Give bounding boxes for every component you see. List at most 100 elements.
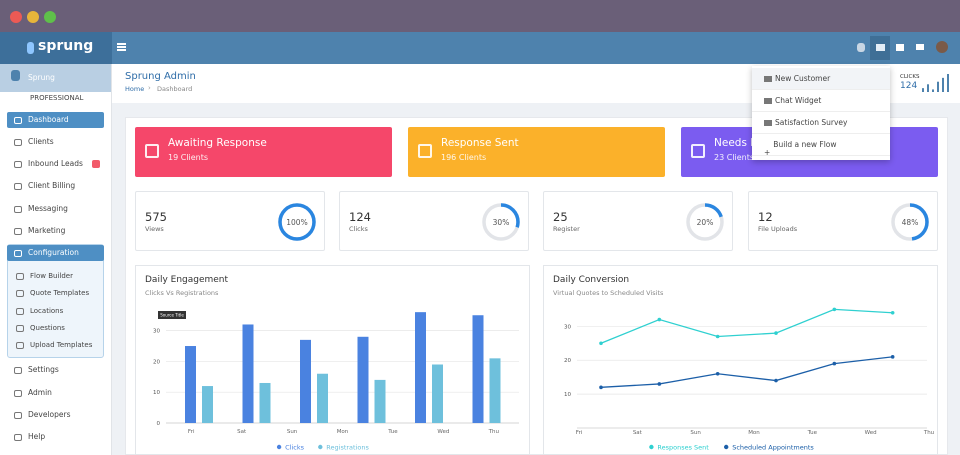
nav-item[interactable]: Configuration [7,245,104,261]
nav-item[interactable]: Quote Templates [16,285,89,301]
flows-icon-active[interactable] [870,36,890,60]
dropdown-item[interactable]: Satisfaction Survey [752,112,890,134]
dropdown-label: Build a new Flow [773,140,837,149]
bar [357,336,369,423]
nav-item[interactable]: Upload Templates [16,337,92,353]
bar [472,315,484,423]
nav-item[interactable]: Dashboard [7,112,104,128]
point [890,355,895,359]
nav-item[interactable]: Developers [14,407,70,423]
item-icon [764,98,772,104]
nav-icon [14,205,22,213]
bar [374,379,386,423]
nav-label: Clients [28,137,54,146]
breadcrumb-home[interactable]: Home [125,85,145,93]
point [657,382,662,386]
dropdown-item[interactable]: +Build a new Flow [752,134,890,157]
nav-item[interactable]: Questions [16,320,65,336]
stat-box: 124 Clicks 30% [339,191,529,251]
nav-icon [14,411,22,419]
x-tick-label: Thu [488,429,499,435]
bar [317,373,328,423]
stat-label: Register [553,225,580,233]
plus-icon: + [764,148,771,157]
card-subtitle: 19 Clients [168,153,209,162]
x-tick-label: Thu [923,430,934,436]
nav-item[interactable]: Settings [14,362,59,378]
stat-value: 575 [145,210,167,224]
chart: 10 20 30 Fri Sat Sun Mon Tue Wed Thu Responses Sen… [564,307,934,452]
maximize-button[interactable] [44,11,56,23]
logo-icon [27,42,34,54]
breadcrumb-separator: › [148,84,151,92]
nav-icon [14,433,22,441]
card-subtitle: 196 Clients [441,153,487,162]
nav-label: Upload Templates [30,341,93,349]
dropdown-label: Satisfaction Survey [775,118,848,127]
nav-label: Help [28,432,46,441]
card-title: Awaiting Response [168,137,267,149]
bar [432,364,443,423]
nav-item[interactable]: Help [14,429,45,445]
nav-item[interactable]: Locations [16,303,63,319]
stat-value: 124 [349,210,371,224]
nav-label: Locations [30,307,64,315]
clicks-value: 124 [900,81,918,91]
legend-marker [649,444,654,450]
nav-label: Settings [28,365,59,374]
x-tick-label: Sun [287,429,298,435]
legend-marker [276,444,282,450]
nav-item[interactable]: Clients [14,134,54,150]
nav-label: Marketing [28,226,66,235]
y-tick-label: 10 [153,390,160,396]
dropdown-item[interactable]: New Customer [752,68,890,90]
mail-icon[interactable] [916,44,924,50]
chart-subtitle: Clicks Vs Registrations [145,289,219,297]
nav-label: Flow Builder [30,272,73,280]
ring-progress [891,203,929,241]
status-card[interactable]: Response Sent 196 Clients [408,127,665,177]
breadcrumb-current: Dashboard [157,85,193,93]
logo: sprung [38,38,94,54]
nav-item[interactable]: Client Billing [14,178,75,194]
avatar[interactable] [936,41,948,53]
legend-marker [724,444,729,450]
x-tick-label: Sat [633,430,643,436]
x-tick-label: Tue [387,429,398,435]
y-tick-label: 10 [564,392,571,398]
menu-toggle[interactable] [117,43,126,45]
nav-label: Questions [30,324,65,332]
status-card[interactable]: Awaiting Response 19 Clients [135,127,392,177]
y-tick-label: 20 [153,359,160,365]
nav-item[interactable]: Admin [14,385,52,401]
card-title: Needs F [714,137,757,149]
chat-icon[interactable] [896,44,904,51]
bar [185,346,196,423]
ring-label: 100% [286,218,307,227]
nav-item[interactable]: Messaging [14,201,68,217]
dropdown-label: Chat Widget [775,96,822,105]
stat-box: 575 Views 100% [135,191,325,251]
user-icon[interactable] [857,43,865,52]
close-button[interactable] [10,11,22,23]
progress-ring: 48% [891,203,929,241]
point [832,307,837,312]
x-tick-label: Tue [807,430,818,436]
x-tick-label: Mon [748,430,760,436]
dropdown-item[interactable]: Chat Widget [752,90,890,112]
nav-icon [14,366,22,374]
window-titlebar [0,0,960,32]
stat-label: Views [145,225,164,233]
minimize-button[interactable] [27,11,39,23]
ring-progress [278,203,316,241]
point [599,341,603,346]
config-group [7,244,104,358]
ring-label: 30% [493,218,510,227]
bar [202,386,213,423]
nav-item[interactable]: Flow Builder [16,268,73,284]
legend-label: Scheduled Appointments [732,444,814,452]
point [774,378,778,383]
nav-item[interactable]: Marketing [14,223,65,239]
spark-bar [922,88,924,92]
nav-item[interactable]: Inbound Leads [14,156,100,172]
